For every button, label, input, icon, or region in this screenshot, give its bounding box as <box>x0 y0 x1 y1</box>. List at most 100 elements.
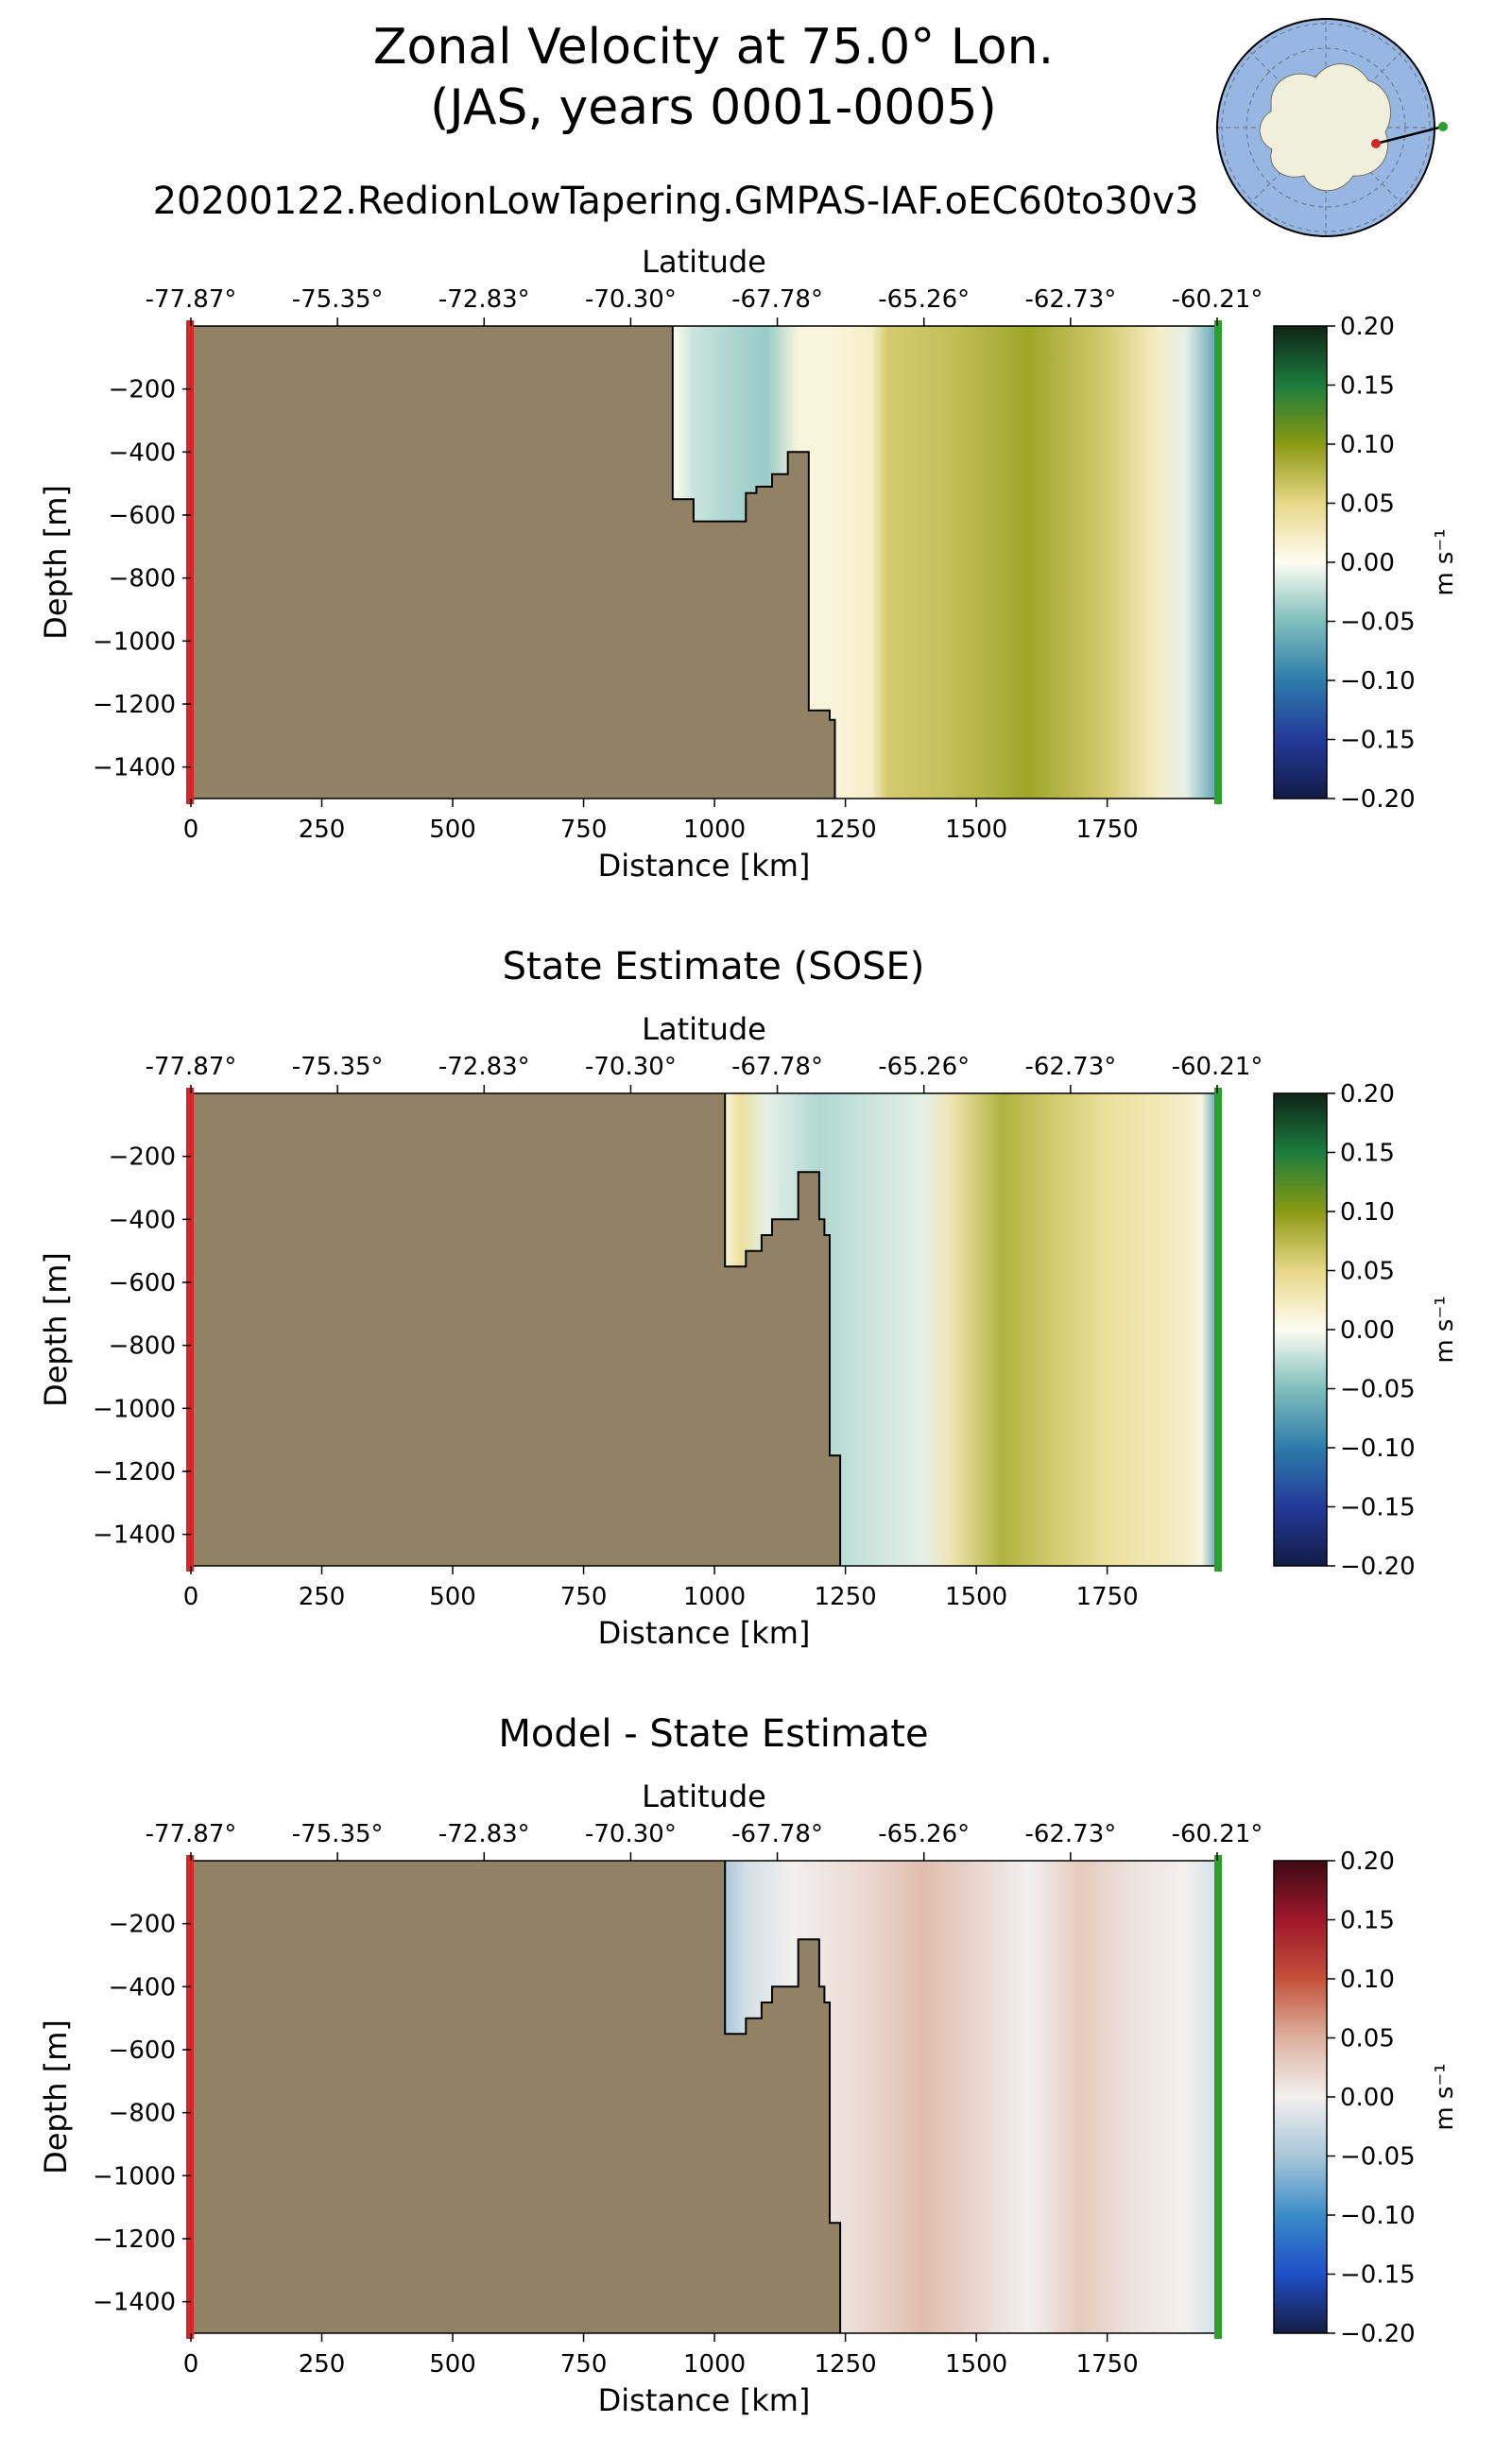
start-marker-bar <box>186 1855 194 2339</box>
colorbar-tick-label: 0.05 <box>1340 1258 1395 1286</box>
top-tick-label: -77.87° <box>146 1053 237 1081</box>
top-tick-label: -67.78° <box>731 285 823 314</box>
y-tick-label: −800 <box>109 565 176 593</box>
top-tick-label: -77.87° <box>146 1820 237 1848</box>
x-tick-label: 1000 <box>683 2350 746 2379</box>
transect-end-dot <box>1438 122 1448 131</box>
top-tick-label: -67.78° <box>731 1053 823 1081</box>
colorbar-tick-label: 0.00 <box>1340 549 1395 577</box>
x-tick-label: 1750 <box>1076 2350 1139 2379</box>
colorbar-tick-label: 0.20 <box>1340 313 1395 341</box>
panel-2: 0 250 500 750 1000 1250 1500 1750 Distance [km] −… <box>38 1011 1459 1651</box>
y-tick-label: −400 <box>109 1973 176 2002</box>
y-tick-label: −800 <box>109 1332 176 1361</box>
colorbar-tick-label: −0.20 <box>1340 2320 1416 2348</box>
end-marker-bar <box>1214 1855 1222 2339</box>
y-tick-label: −200 <box>109 1143 176 1172</box>
top-tick-label: -72.83° <box>438 285 530 314</box>
y-tick-label: −600 <box>109 502 176 530</box>
y-axis-label: Depth [m] <box>38 2019 74 2174</box>
colorbar-tick-label: −0.15 <box>1340 2261 1416 2290</box>
y-axis-label: Depth [m] <box>38 485 74 640</box>
end-marker-bar <box>1214 320 1222 804</box>
x-axis-label: Distance [km] <box>598 1615 811 1651</box>
panel-1: 0 250 500 750 1000 1250 1500 1750 Distance [km] −… <box>38 244 1459 884</box>
top-tick-label: -62.73° <box>1024 1053 1116 1081</box>
x-tick-label: 1500 <box>945 816 1007 844</box>
x-tick-label: 500 <box>429 1583 476 1611</box>
colorbar-tick-label: −0.05 <box>1340 609 1416 637</box>
top-axis-label: Latitude <box>642 1011 766 1047</box>
panel2-title: State Estimate (SOSE) <box>502 945 925 988</box>
y-tick-label: −600 <box>109 1269 176 1297</box>
colorbar-tick-label: 0.05 <box>1340 490 1395 519</box>
colorbar-label: m s⁻¹ <box>1431 528 1459 595</box>
x-tick-label: 1250 <box>815 1583 877 1611</box>
bathymetry-outline <box>724 1093 842 1566</box>
y-tick-label: −1200 <box>93 691 176 719</box>
panel-3: 0 250 500 750 1000 1250 1500 1750 Distance [km] −… <box>38 1778 1459 2418</box>
colorbar-tick-label: −0.15 <box>1340 1494 1416 1522</box>
colorbar-tick-label: 0.00 <box>1340 2084 1395 2112</box>
colorbar-tick-label: −0.15 <box>1340 727 1416 755</box>
x-tick-label: 0 <box>183 816 199 844</box>
y-tick-label: −400 <box>109 438 176 467</box>
y-tick-label: −1400 <box>93 2289 176 2317</box>
colorbar <box>1273 325 1328 799</box>
panel1-title: 20200122.RedionLowTapering.GMPAS-IAF.oEC… <box>0 180 1427 223</box>
y-tick-label: −800 <box>109 2100 176 2128</box>
colorbar-tick-label: −0.05 <box>1340 1376 1416 1404</box>
x-tick-label: 1250 <box>815 2350 877 2379</box>
top-tick-label: -77.87° <box>146 285 237 314</box>
top-tick-label: -70.30° <box>585 1820 677 1848</box>
colorbar-tick-label: 0.10 <box>1340 1198 1395 1227</box>
y-tick-label: −200 <box>109 1911 176 1939</box>
x-tick-label: 250 <box>299 2350 346 2379</box>
x-tick-label: 750 <box>560 816 608 844</box>
x-tick-label: 250 <box>299 816 346 844</box>
colorbar-tick-label: 0.15 <box>1340 1907 1395 1935</box>
x-tick-label: 0 <box>183 2350 199 2379</box>
top-tick-label: -75.35° <box>292 1820 384 1848</box>
y-tick-label: −1000 <box>93 2162 176 2191</box>
x-tick-label: 1000 <box>683 1583 746 1611</box>
colorbar-tick-label: −0.10 <box>1340 2202 1416 2230</box>
colorbar <box>1273 1092 1328 1567</box>
x-axis-label: Distance [km] <box>598 848 811 884</box>
x-tick-label: 750 <box>560 1583 608 1611</box>
colorbar-tick-label: 0.20 <box>1340 1080 1395 1108</box>
panel1-title-text: 20200122.RedionLowTapering.GMPAS-IAF.oEC… <box>152 180 1199 223</box>
y-tick-label: −1400 <box>93 754 176 782</box>
colorbar-tick-label: −0.10 <box>1340 667 1416 696</box>
x-tick-label: 250 <box>299 1583 346 1611</box>
end-marker-bar <box>1214 1088 1222 1572</box>
land-mask <box>191 1861 841 2333</box>
x-tick-label: 500 <box>429 816 476 844</box>
top-tick-label: -62.73° <box>1024 1820 1116 1848</box>
top-tick-label: -75.35° <box>292 285 384 314</box>
x-axis-label: Distance [km] <box>598 2382 811 2418</box>
top-tick-label: -60.21° <box>1172 1820 1263 1848</box>
top-tick-label: -65.26° <box>878 1053 970 1081</box>
colorbar-tick-label: 0.10 <box>1340 431 1395 459</box>
start-marker-bar <box>186 1088 194 1572</box>
top-tick-label: -67.78° <box>731 1820 823 1848</box>
top-tick-label: -60.21° <box>1172 285 1263 314</box>
colorbar-tick-label: 0.15 <box>1340 1140 1395 1168</box>
colorbar-label: m s⁻¹ <box>1431 2063 1459 2130</box>
colorbar-tick-label: 0.20 <box>1340 1847 1395 1876</box>
transect-start-dot <box>1371 139 1381 148</box>
land-mask <box>191 1093 841 1566</box>
x-tick-label: 1500 <box>945 1583 1007 1611</box>
x-tick-label: 1500 <box>945 2350 1007 2379</box>
top-tick-label: -72.83° <box>438 1053 530 1081</box>
y-tick-label: −1000 <box>93 1395 176 1423</box>
antarctica-shape <box>1259 63 1392 192</box>
bathymetry-outline <box>671 326 836 799</box>
colorbar-tick-label: 0.00 <box>1340 1316 1395 1345</box>
colorbar-tick-label: −0.05 <box>1340 2143 1416 2172</box>
transect-line <box>1375 125 1444 146</box>
figure-title-line2: (JAS, years 0001-0005) <box>430 79 997 136</box>
colorbar-tick-label: 0.10 <box>1340 1966 1395 1994</box>
